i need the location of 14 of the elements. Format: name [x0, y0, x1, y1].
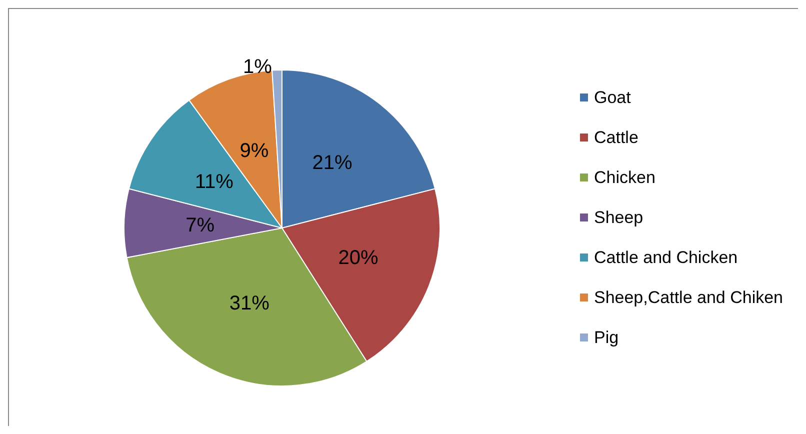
- data-label: 11%: [194, 170, 234, 193]
- legend-label: Cattle: [594, 128, 638, 147]
- legend-label: Cattle and Chicken: [594, 248, 738, 267]
- data-label: 31%: [229, 292, 270, 314]
- data-label: 1%: [243, 56, 272, 78]
- data-label: 20%: [338, 247, 378, 270]
- data-label: 9%: [240, 140, 269, 162]
- legend-label: Pig: [594, 328, 619, 347]
- legend-label: Sheep,Cattle and Chiken: [594, 288, 784, 307]
- legend-label: Chicken: [594, 168, 656, 187]
- data-label: 7%: [186, 214, 215, 236]
- legend-label: Sheep: [594, 208, 644, 227]
- data-label: 21%: [312, 152, 352, 174]
- legend-label: Goat: [594, 88, 632, 107]
